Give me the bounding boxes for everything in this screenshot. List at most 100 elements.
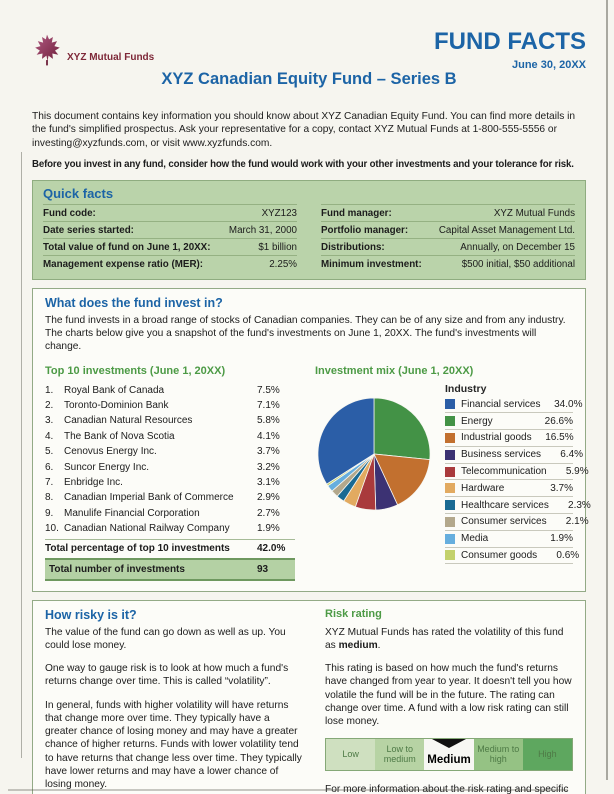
top10-item: 5. Cenovus Energy Inc. 3.7% (45, 444, 295, 459)
top10-item: 7. Enbridge Inc. 3.1% (45, 475, 295, 490)
top10-item: 4. The Bank of Nova Scotia 4.1% (45, 429, 295, 444)
legend-percent: 1.9% (550, 533, 573, 545)
legend-color-chip (445, 416, 455, 427)
quick-fact-value: XYZ123 (261, 207, 297, 219)
risk-right-column: Risk rating XYZ Mutual Funds has rated t… (325, 608, 573, 794)
invest-columns: Top 10 investments (June 1, 20XX) 1. Roya… (45, 365, 591, 581)
invest-body-line-1: The fund invests in a broad range of sto… (45, 315, 566, 327)
quick-fact-row: Fund manager: XYZ Mutual Funds (321, 204, 575, 221)
legend-label: Financial services (461, 398, 541, 410)
legend-percent: 26.6% (544, 415, 573, 427)
investment-mix-pie-chart (317, 397, 431, 510)
legend-percent: 5.9% (565, 466, 589, 478)
risk-section-box: How risky is it? The value of the fund c… (32, 599, 586, 794)
industry-legend: Industry Financial services 34.0% Energy 26… (445, 382, 591, 565)
quick-fact-row: Management expense ratio (MER): 2.25% (43, 255, 297, 272)
invest-section-box: What does the fund invest in? The fund i… (32, 288, 591, 592)
quick-fact-row: Fund code: XYZ123 (43, 204, 297, 221)
top10-item-number: 7. (45, 476, 54, 488)
risk-scale-cell: High (522, 739, 573, 771)
legend-percent: 16.5% (545, 432, 574, 444)
pie-slice (317, 397, 375, 485)
legend-color-chip (445, 449, 455, 460)
legend-row: Media 1.9% (445, 531, 573, 548)
quick-fact-value: Capital Asset Management Ltd. (438, 224, 575, 236)
legend-row: Consumer goods 0.6% (445, 548, 579, 565)
legend-percent: 2.1% (565, 516, 589, 528)
doc-date: June 30, 20XX (512, 59, 586, 71)
total-investments-label: Total number of investments (49, 563, 185, 575)
quick-fact-row: Date series started: March 31, 2000 (43, 221, 297, 238)
top10-item-percent: 3.7% (257, 446, 280, 458)
quick-fact-value: XYZ Mutual Funds (493, 207, 575, 219)
risk-paragraphs: The value of the fund can go down as wel… (45, 626, 303, 792)
legend-color-chip (445, 432, 455, 443)
quick-fact-value: $500 initial, $50 additional (461, 258, 575, 270)
legend-label: Consumer services (461, 516, 547, 528)
legend-label: Business services (461, 449, 542, 461)
quick-fact-label: Date series started: (43, 224, 134, 236)
scan-edge-right (606, 0, 608, 780)
quick-facts-right-column: Fund manager: XYZ Mutual Funds Portfolio m… (321, 204, 575, 272)
legend-label: Energy (461, 415, 493, 427)
risk-rating-lead-prefix: XYZ Mutual Funds has rated the volatilit… (325, 626, 564, 651)
legend-color-chip (445, 516, 455, 527)
risk-scale-cell: Low to medium (375, 739, 425, 771)
scan-edge-bottom (8, 789, 568, 791)
legend-color-chip (445, 533, 455, 544)
legend-label: Industrial goods (461, 432, 532, 444)
top10-item: 8. Canadian Imperial Bank of Commerce 2.9% (45, 490, 295, 505)
legend-percent: 6.4% (560, 449, 584, 461)
quick-fact-row: Total value of fund on June 1, 20XX: $1 b… (43, 238, 297, 255)
top10-item-percent: 2.7% (257, 507, 280, 519)
quick-facts-box: Quick facts Fund code: XYZ123 Date series … (32, 180, 586, 281)
legend-title: Industry (445, 382, 487, 395)
quick-fact-label: Distributions: (321, 241, 385, 253)
legend-percent: 0.6% (556, 549, 580, 561)
quick-fact-label: Total value of fund on June 1, 20XX: (43, 241, 211, 253)
legend-row: Healthcare services 2.3% (445, 497, 591, 514)
legend-label: Healthcare services (461, 499, 549, 511)
top10-item-number: 5. (45, 446, 54, 458)
top10-item-number: 6. (45, 461, 54, 473)
risk-rating-title: Risk rating (325, 607, 382, 620)
top10-item: 10. Canadian National Railway Company 1.9% (45, 521, 295, 536)
top10-item-number: 3. (45, 415, 54, 427)
logo-text: XYZ Mutual Funds (67, 52, 155, 63)
top10-title: Top 10 investments (June 1, 20XX) (45, 364, 226, 377)
risk-paragraph: In general, funds with higher volatility… (45, 699, 302, 791)
scan-fold-line (21, 152, 22, 758)
top10-item-name: Manulife Financial Corporation (64, 507, 200, 519)
top10-item-name: Canadian Imperial Bank of Commerce (64, 492, 234, 504)
top10-item-number: 10. (45, 523, 59, 535)
quick-fact-value: $1 billion (258, 241, 297, 253)
legend-color-chip (445, 399, 455, 410)
quick-fact-value: March 31, 2000 (228, 224, 297, 236)
top10-item-percent: 2.9% (257, 492, 280, 504)
top10-item: 9. Manulife Financial Corporation 2.7% (45, 506, 295, 521)
pie-slice (373, 397, 431, 460)
quick-fact-label: Fund manager: (321, 207, 392, 219)
top10-item-percent: 1.9% (257, 523, 280, 535)
top10-item-name: The Bank of Nova Scotia (64, 430, 175, 442)
legend-percent: 2.3% (568, 499, 591, 511)
top10-item-name: Canadian National Railway Company (64, 523, 230, 535)
selected-rating-pointer-icon (432, 739, 466, 749)
top10-column: Top 10 investments (June 1, 20XX) 1. Roya… (45, 365, 295, 581)
legend-color-chip (445, 500, 455, 511)
invest-body-line-2: The charts below give you a snapshot of … (45, 328, 537, 353)
quick-facts-grid: Fund code: XYZ123 Date series started: Marc… (43, 204, 575, 272)
legend-color-chip (445, 550, 455, 561)
risk-left-column: How risky is it? The value of the fund c… (45, 608, 303, 794)
top10-item: 1. Royal Bank of Canada 7.5% (45, 383, 295, 398)
intro-paragraph: This document contains key information y… (32, 111, 576, 149)
fund-title: XYZ Canadian Equity Fund – Series B (161, 70, 457, 88)
total-investments-value: 93 (257, 563, 269, 575)
top10-item-name: Enbridge Inc. (64, 476, 123, 488)
risk-columns: How risky is it? The value of the fund c… (45, 608, 573, 794)
legend-label: Telecommunication (461, 466, 547, 478)
legend-percent: 34.0% (554, 398, 583, 410)
intro-advice-line: Before you invest in any fund, consider … (32, 159, 574, 171)
risk-scale-cell: Low (326, 739, 376, 771)
quick-fact-label: Fund code: (43, 207, 96, 219)
